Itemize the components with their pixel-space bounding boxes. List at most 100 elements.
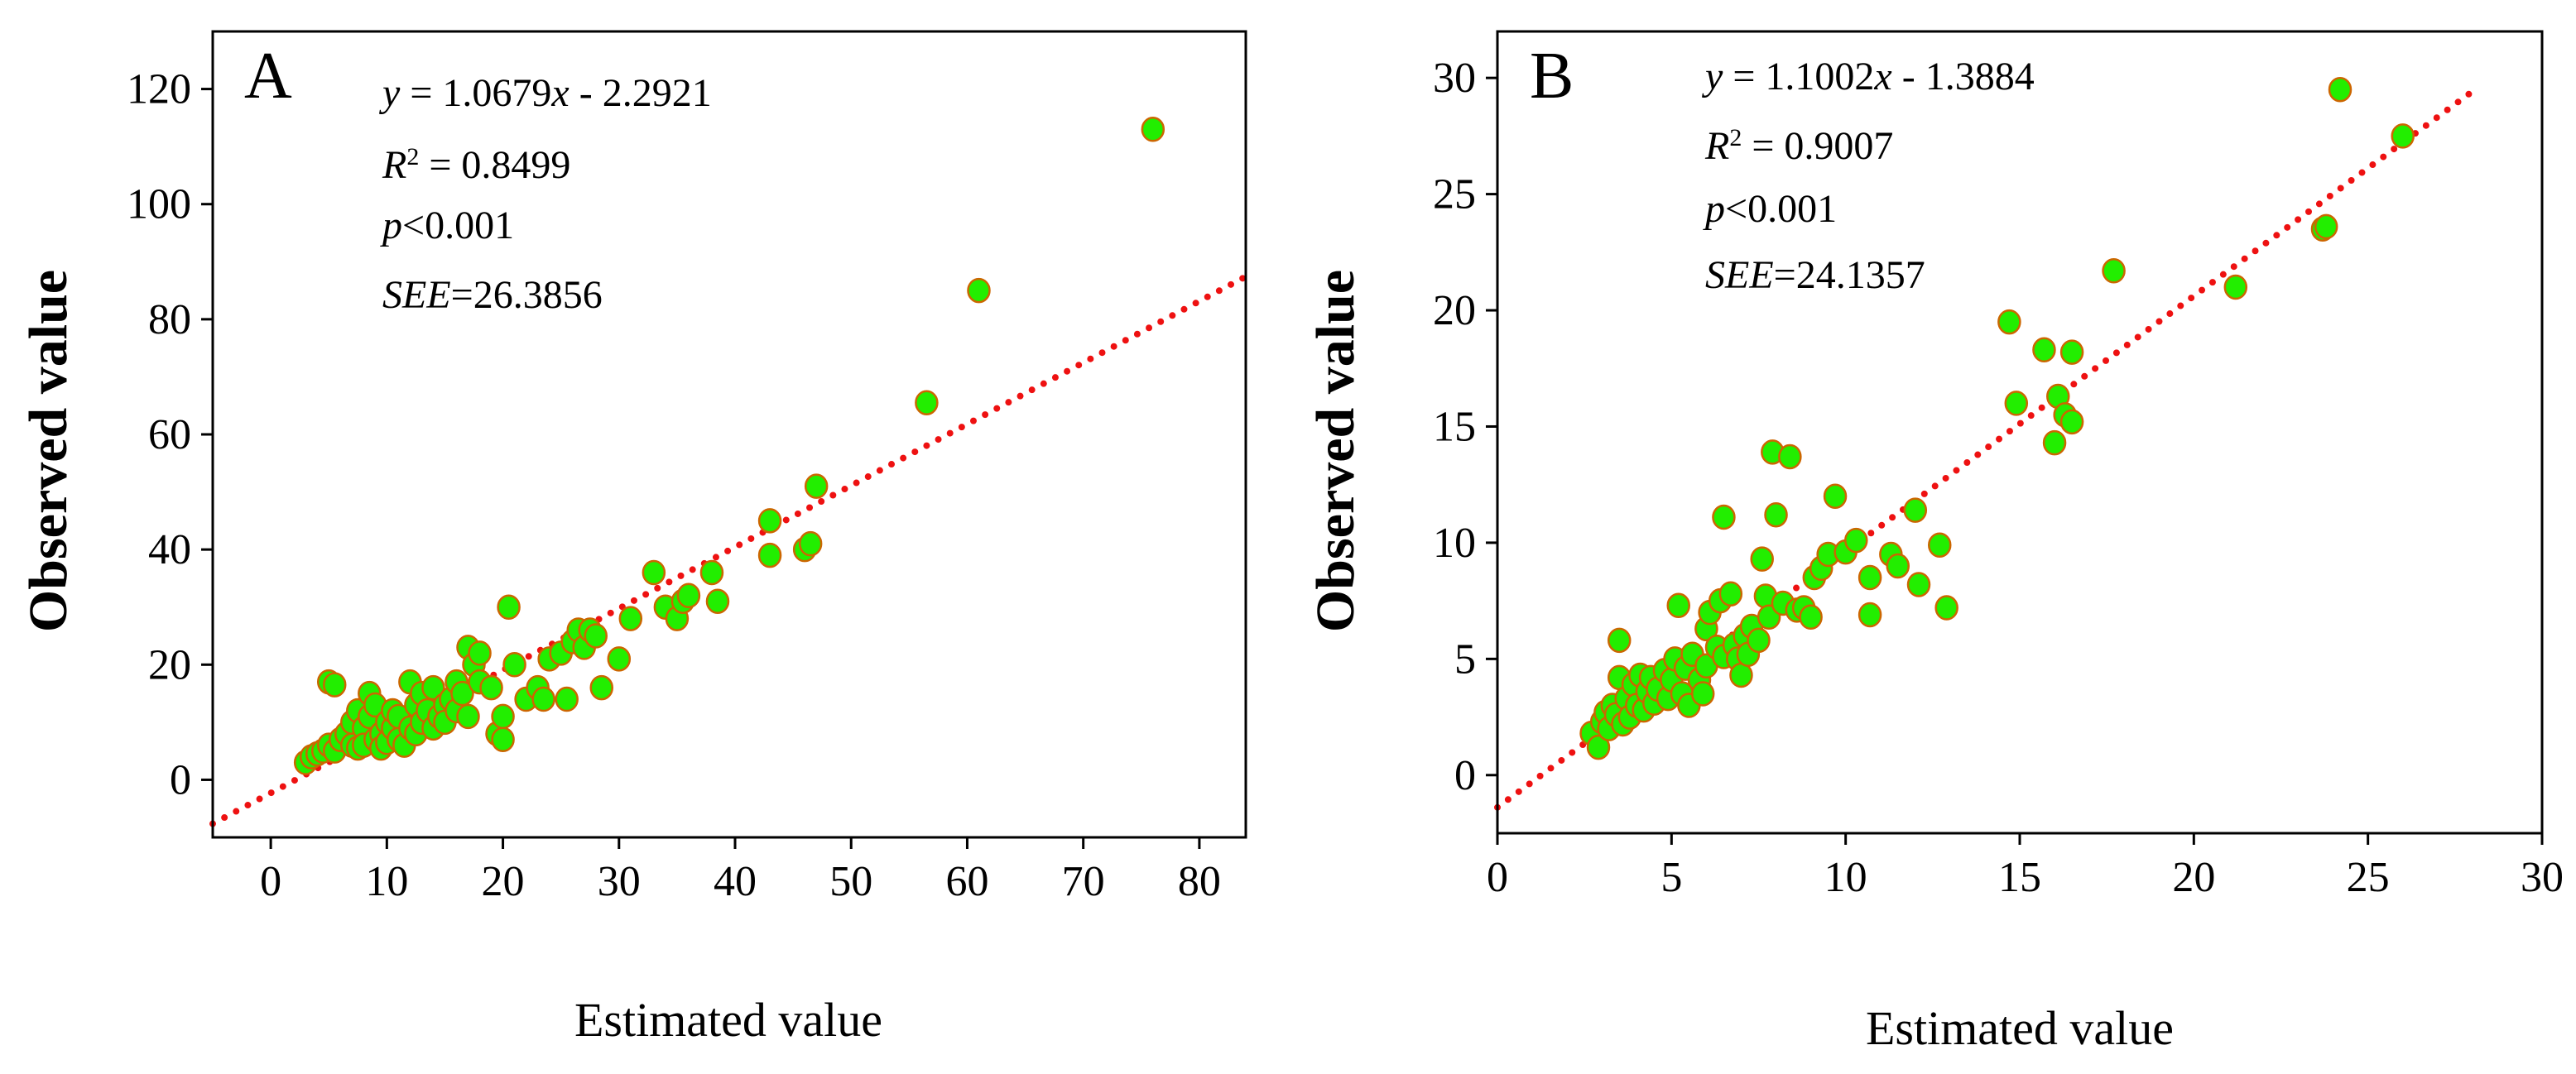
panel-a-point-61: [555, 686, 579, 712]
panel-a-point-67: [589, 674, 614, 701]
panel-a-point-68: [607, 646, 632, 672]
panel-a-see-value: =26.3856: [451, 273, 603, 317]
panel-b-point-65: [1886, 553, 1910, 579]
panel-a-eq-intercept: - 2.2921: [570, 71, 712, 115]
panel-a-x-tick-label-2: 20: [482, 858, 525, 905]
panel-a-y-tick-label-5: 100: [127, 181, 191, 228]
panel-b-x-tick-label-4: 20: [2172, 854, 2215, 901]
panel-a-point-50: [479, 674, 503, 701]
panel-b-y-tick-label-0: 0: [1454, 752, 1476, 799]
panel-a-equation: y = 1.0679x - 2.2921: [378, 71, 712, 115]
panel-b-r2-r: R: [1704, 124, 1729, 168]
panel-a-r2-r: R: [382, 143, 406, 187]
panel-b-points: [1579, 76, 2415, 760]
panel-b-point-46: [1750, 546, 1774, 572]
panel-a-point-77: [757, 542, 782, 568]
panel-a-point-78: [757, 508, 782, 534]
panel-b-x-tick-label-1: 5: [1660, 854, 1682, 901]
panel-b-point-38: [1718, 581, 1743, 607]
panel-b-point-59: [1823, 483, 1848, 509]
panel-b-p-p: p: [1703, 187, 1725, 231]
panel-b-point-61: [1844, 527, 1868, 554]
panel-b-x-axis-label: Estimated value: [1866, 1001, 2174, 1055]
panel-b-point-50: [1764, 501, 1788, 528]
panel-b-x-tick-label-2: 10: [1824, 854, 1867, 901]
panel-b-r2-sup: 2: [1729, 124, 1742, 151]
panel-a-point-80: [798, 530, 823, 557]
panel-a-y-tick-label-4: 80: [148, 296, 191, 343]
panel-a-point-82: [915, 390, 939, 415]
panel-b-point-66: [1903, 497, 1928, 523]
panel-b-point-7: [1607, 627, 1632, 654]
panel-a-p-value: <0.001: [402, 204, 514, 247]
panel-b-point-82: [2328, 76, 2353, 103]
panel-b-label: B: [1530, 40, 1574, 113]
panel-b-r2-value: = 0.9007: [1742, 124, 1893, 168]
panel-b-equation: y = 1.1002x - 1.3884: [1701, 55, 2035, 98]
panel-a-eq-y: y: [378, 71, 401, 115]
panel-b-point-83: [2391, 123, 2415, 149]
panel-b-see-see: SEE: [1705, 253, 1774, 297]
panel-b-r2: R2 = 0.9007: [1704, 124, 1893, 169]
panel-a-points: [293, 117, 1165, 775]
panel-b-eq-intercept: - 1.3884: [1892, 55, 2035, 98]
panel-b-x-tick-label-3: 15: [1998, 854, 2041, 901]
panel-b-eq-x: x: [1873, 55, 1891, 98]
panel-b-see: SEE=24.1357: [1705, 253, 1925, 297]
panel-b-point-73: [2042, 429, 2067, 456]
panel-a-regression-line: [209, 273, 1249, 827]
panel-a-point-76: [705, 588, 730, 615]
panel-a-p: p<0.001: [380, 204, 514, 247]
panel-b-point-63: [1858, 602, 1882, 628]
panel-b-p: p<0.001: [1703, 187, 1837, 231]
panel-b-point-1: [1586, 734, 1611, 760]
panel-a-x-tick-label-3: 30: [598, 858, 641, 905]
panel-a-point-75: [699, 559, 724, 586]
panel-a-x-ticks: 0 10 20 30 40 50 60 70 80: [260, 837, 1221, 905]
panel-a-point-54: [497, 594, 521, 620]
panel-a-r2: R2 = 0.8499: [382, 143, 570, 188]
panel-a-point-69: [618, 606, 643, 631]
panel-a-x-tick-label-0: 0: [260, 858, 281, 905]
panel-b-point-62: [1858, 564, 1882, 591]
panel-a-point-45: [456, 703, 480, 730]
panel-b-x-tick-label-6: 30: [2521, 854, 2564, 901]
panel-b-y-tick-label-3: 15: [1433, 403, 1476, 450]
panel-b-x-tick-label-5: 25: [2347, 854, 2390, 901]
panel-a-point-83: [967, 277, 991, 304]
panel-b-point-55: [1799, 604, 1823, 630]
panel-b-y-tick-label-2: 10: [1433, 520, 1476, 567]
panel-b-point-69: [1934, 595, 1958, 621]
panel-b-point-77: [2059, 409, 2084, 435]
panel-a-point-55: [502, 652, 526, 678]
panel-a-y-tick-label-1: 20: [148, 641, 191, 688]
panel-a-r2-value: = 0.8499: [419, 143, 570, 187]
panel-a-point-44: [450, 680, 474, 707]
panel-b-y-tick-label-1: 5: [1454, 635, 1476, 683]
panel-a-x-tick-label-8: 80: [1178, 858, 1221, 905]
panel-b-point-81: [2314, 213, 2338, 240]
panel-a-y-tick-label-0: 0: [170, 756, 191, 803]
panel-b-y-axis-label: Observed value: [1305, 270, 1366, 632]
panel-a-x-axis-label: Estimated value: [574, 993, 882, 1047]
panel-a-y-tick-label-6: 120: [127, 66, 191, 113]
panel-a-y-axis-label: Observed value: [18, 270, 79, 632]
panel-a-see-see: SEE: [382, 273, 451, 317]
panel-a-point-6: [322, 672, 347, 698]
panel-a-point-81: [804, 473, 829, 499]
panel-a-point-74: [676, 583, 701, 609]
panel-b-point-41: [1729, 662, 1753, 688]
panel-a-point-49: [468, 640, 492, 666]
panel-b-point-70: [1997, 309, 2021, 335]
panel-a-point-84: [1141, 117, 1165, 142]
panel-b-point-30: [1690, 681, 1715, 707]
panel-a-y-tick-label-3: 60: [148, 411, 191, 458]
panel-b-eq-y: y: [1701, 55, 1723, 98]
panel-b: 0 5 10 15 20 25 30 0 5 10 15 20 25 30 B y = 1.1002x …: [1305, 30, 2564, 1055]
panel-a-x-tick-label-4: 40: [714, 858, 757, 905]
panel-a-point-53: [491, 703, 515, 730]
panel-b-p-value: <0.001: [1725, 187, 1837, 231]
panel-a-y-ticks: 0 20 40 60 80 100 120: [127, 66, 213, 803]
panel-a-point-52: [491, 726, 515, 752]
